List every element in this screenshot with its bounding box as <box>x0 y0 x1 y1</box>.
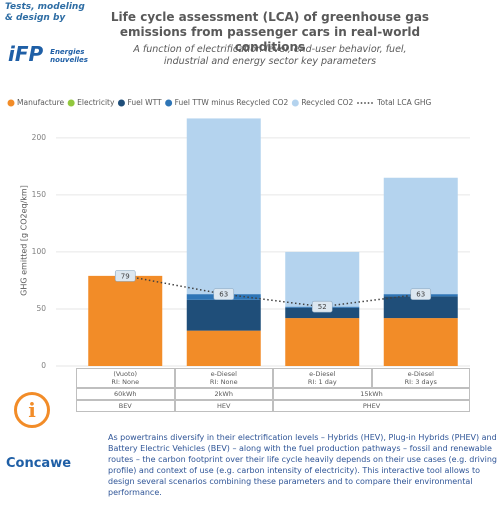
chart-title: Life cycle assessment (LCA) of greenhous… <box>100 10 440 55</box>
legend-label: Recycled CO2 <box>301 98 353 107</box>
bar-segment <box>383 177 458 295</box>
total-label: 79 <box>121 272 130 280</box>
bar-segment <box>186 118 261 295</box>
bar-segment <box>285 318 360 366</box>
legend-swatch <box>291 99 299 107</box>
cell: 15kWh <box>273 388 470 400</box>
legend-label: Manufacture <box>17 98 65 107</box>
legend-swatch <box>67 99 75 107</box>
legend-swatch <box>7 99 15 107</box>
legend-label: Electricity <box>77 98 115 107</box>
legend-swatch <box>165 99 173 107</box>
cell-text: e-Diesel <box>210 370 237 378</box>
cell-text: RI: 1 day <box>307 378 337 386</box>
cell: e-Diesel RI: 1 day <box>273 368 372 388</box>
title-line: emissions from passenger cars in real-wo… <box>119 25 421 54</box>
total-label-box <box>311 300 333 313</box>
cell: e-Diesel RI: None <box>174 368 273 388</box>
cell-text: e-Diesel <box>407 370 434 378</box>
bar-segment <box>186 299 261 331</box>
description: As powertrains diversify in their electr… <box>108 433 497 497</box>
legend-label: Fuel WTT <box>127 98 162 107</box>
bar-segment <box>383 296 458 319</box>
y-tick-label: 0 <box>41 361 46 370</box>
y-axis-label: GHG emitted [g CO2eq/km] <box>20 185 29 296</box>
chart-subtitle: A function of electrification level, end… <box>100 44 440 68</box>
total-label-box <box>410 288 432 300</box>
total-label-box <box>114 270 136 282</box>
credit: Tests, modeling & design by <box>5 2 85 24</box>
cell-text: RI: None <box>111 378 140 386</box>
total-label: 52 <box>318 303 327 311</box>
y-tick-label: 50 <box>36 304 46 313</box>
bar-segment <box>88 275 163 366</box>
cell: HEV <box>174 400 273 412</box>
cell-text: e-Diesel <box>309 370 336 378</box>
cell: PHEV <box>273 400 470 412</box>
legend-label: Total LCA GHG <box>376 98 431 107</box>
cell: BEV <box>76 400 175 412</box>
total-label: 63 <box>219 291 228 299</box>
legend-swatch <box>117 99 125 107</box>
credit-line: & design by <box>5 13 66 23</box>
cell: 2kWh <box>174 388 273 400</box>
bar-segment <box>285 307 360 319</box>
ifp-logo: iFP Energies nouvelles <box>8 42 90 66</box>
logo-mark: iFP <box>8 42 44 66</box>
concawe-logo: Concawe <box>6 456 72 471</box>
bar-segment <box>186 330 261 366</box>
cell: 60kWh <box>76 388 175 400</box>
cell-text: RI: 3 days <box>404 378 437 386</box>
bar-segment <box>285 251 360 307</box>
legend-label: Fuel TTW minus Recycled CO2 <box>175 98 289 107</box>
logo-text: Energies nouvelles <box>50 47 88 64</box>
title-line: Life cycle assessment (LCA) of greenhous… <box>110 10 430 24</box>
cell: (Vuoto) RI: None <box>76 368 175 388</box>
bar-segment <box>383 318 458 366</box>
y-tick-label: 150 <box>32 190 47 199</box>
total-line <box>125 275 421 308</box>
subtitle-line: A function of electrification level, end… <box>133 44 407 55</box>
info-icon[interactable]: i <box>14 392 50 428</box>
cell: e-Diesel RI: 3 days <box>371 368 470 388</box>
credit-line: Tests, modeling <box>5 2 85 12</box>
cell-text: RI: None <box>209 378 238 386</box>
subtitle-line: industrial and energy sector key paramet… <box>163 56 377 67</box>
total-label: 63 <box>416 291 425 299</box>
y-tick-label: 200 <box>32 133 47 142</box>
total-label-box <box>213 288 235 300</box>
cell-text: (Vuoto) <box>113 370 138 378</box>
scenario-table: (Vuoto) RI: None e-Diesel RI: None e-Diese… <box>76 368 470 412</box>
y-tick-label: 100 <box>32 247 47 256</box>
